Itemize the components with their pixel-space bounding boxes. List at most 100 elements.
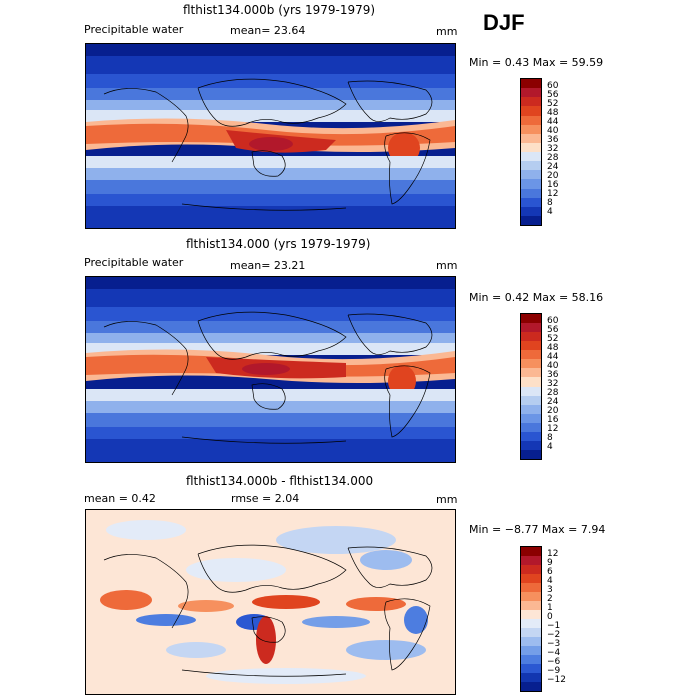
panel-1-map [85, 43, 456, 229]
panel-1-colorbar [520, 78, 542, 226]
colorbar-segment [521, 664, 541, 673]
colorbar-tick-label: 3 [547, 585, 553, 595]
colorbar-segment [521, 115, 541, 125]
colorbar-tick-label: 56 [547, 90, 559, 100]
panel-2-units: mm [436, 259, 458, 272]
panel-1-title: flthist134.000b (yrs 1979-1979) [183, 3, 376, 17]
colorbar-tick-label: 40 [547, 361, 559, 371]
colorbar-segment [521, 422, 541, 432]
colorbar-tick-label: 60 [547, 81, 559, 91]
colorbar-tick-label: −4 [547, 648, 561, 658]
colorbar-segment [521, 637, 541, 646]
colorbar-segment [521, 395, 541, 405]
colorbar-segment [521, 359, 541, 369]
panel-1-mean: mean= 23.64 [230, 24, 306, 37]
colorbar-segment [521, 655, 541, 664]
colorbar-segment [521, 88, 541, 98]
colorbar-tick-label: 16 [547, 180, 559, 190]
panel-3-map [85, 509, 456, 695]
panel-3-mean: mean = 0.42 [84, 492, 156, 505]
colorbar-tick-label: 52 [547, 334, 559, 344]
colorbar-tick-label: 36 [547, 370, 559, 380]
colorbar-tick-label: −2 [547, 630, 561, 640]
colorbar-tick-label: −3 [547, 639, 561, 649]
colorbar-segment [521, 332, 541, 342]
colorbar-segment [521, 188, 541, 198]
colorbar-segment [521, 565, 541, 574]
colorbar-tick-label: 28 [547, 153, 559, 163]
colorbar-segment [521, 215, 541, 225]
panel-1-units: mm [436, 25, 458, 38]
panel-3-rmse: rmse = 2.04 [231, 492, 300, 505]
colorbar-segment [521, 152, 541, 162]
panel-3-units: mm [436, 493, 458, 506]
colorbar-segment [521, 197, 541, 207]
panel-3-minmax: Min = −8.77 Max = 7.94 [469, 523, 606, 536]
colorbar-tick-label: 56 [547, 325, 559, 335]
colorbar-tick-label: 2 [547, 594, 553, 604]
colorbar-segment [521, 350, 541, 360]
colorbar-segment [521, 574, 541, 583]
panel-2-minmax: Min = 0.42 Max = 58.16 [469, 291, 604, 304]
colorbar-tick-label: 48 [547, 343, 559, 353]
colorbar-segment [521, 142, 541, 152]
colorbar-segment [521, 161, 541, 171]
colorbar-tick-label: 12 [547, 549, 559, 559]
colorbar-segment [521, 368, 541, 378]
colorbar-tick-label: 12 [547, 189, 559, 199]
panel-2-title: flthist134.000 (yrs 1979-1979) [186, 237, 371, 251]
colorbar-segment [521, 601, 541, 610]
colorbar-segment [521, 404, 541, 414]
colorbar-segment [521, 314, 541, 324]
colorbar-tick-label: 20 [547, 171, 559, 181]
colorbar-tick-label: 48 [547, 108, 559, 118]
colorbar-tick-label: 32 [547, 144, 559, 154]
colorbar-tick-label: −1 [547, 621, 561, 631]
season-label: DJF [483, 10, 525, 35]
colorbar-segment [521, 673, 541, 682]
colorbar-segment [521, 377, 541, 387]
colorbar-segment [521, 323, 541, 333]
colorbar-tick-label: 32 [547, 379, 559, 389]
colorbar-segment [521, 386, 541, 396]
colorbar-tick-label: 52 [547, 99, 559, 109]
colorbar-tick-label: 4 [547, 442, 553, 452]
colorbar-segment [521, 440, 541, 450]
colorbar-tick-label: −9 [547, 666, 561, 676]
colorbar-segment [521, 206, 541, 216]
colorbar-segment [521, 583, 541, 592]
colorbar-tick-label: −6 [547, 657, 561, 667]
colorbar-tick-label: 40 [547, 126, 559, 136]
colorbar-segment [521, 413, 541, 423]
panel-2-map [85, 276, 456, 463]
colorbar-tick-label: 24 [547, 397, 559, 407]
colorbar-tick-label: 1 [547, 603, 553, 613]
colorbar-tick-label: 36 [547, 135, 559, 145]
colorbar-segment [521, 449, 541, 459]
colorbar-segment [521, 341, 541, 351]
colorbar-segment [521, 124, 541, 134]
colorbar-segment [521, 431, 541, 441]
colorbar-segment [521, 97, 541, 107]
colorbar-tick-label: 4 [547, 576, 553, 586]
colorbar-tick-label: 4 [547, 207, 553, 217]
panel-3-title: flthist134.000b - flthist134.000 [186, 474, 374, 488]
colorbar-tick-label: 0 [547, 612, 553, 622]
colorbar-tick-label: −12 [547, 675, 566, 685]
colorbar-segment [521, 610, 541, 619]
colorbar-segment [521, 682, 541, 691]
colorbar-tick-label: 6 [547, 567, 553, 577]
colorbar-tick-label: 9 [547, 558, 553, 568]
colorbar-segment [521, 170, 541, 180]
colorbar-segment [521, 592, 541, 601]
panel-1-variable: Precipitable water [84, 23, 184, 36]
colorbar-tick-label: 60 [547, 316, 559, 326]
panel-2-variable: Precipitable water [84, 256, 184, 269]
colorbar-tick-label: 24 [547, 162, 559, 172]
colorbar-tick-label: 8 [547, 433, 553, 443]
colorbar-segment [521, 556, 541, 565]
panel-3-colorbar [520, 546, 542, 692]
panel-1-minmax: Min = 0.43 Max = 59.59 [469, 56, 604, 69]
colorbar-segment [521, 79, 541, 89]
colorbar-segment [521, 619, 541, 628]
